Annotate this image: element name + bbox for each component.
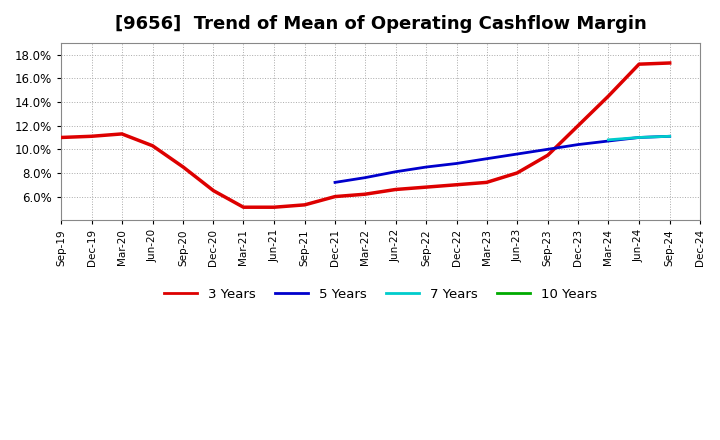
Title: [9656]  Trend of Mean of Operating Cashflow Margin: [9656] Trend of Mean of Operating Cashfl…	[114, 15, 647, 33]
Legend: 3 Years, 5 Years, 7 Years, 10 Years: 3 Years, 5 Years, 7 Years, 10 Years	[159, 282, 603, 306]
